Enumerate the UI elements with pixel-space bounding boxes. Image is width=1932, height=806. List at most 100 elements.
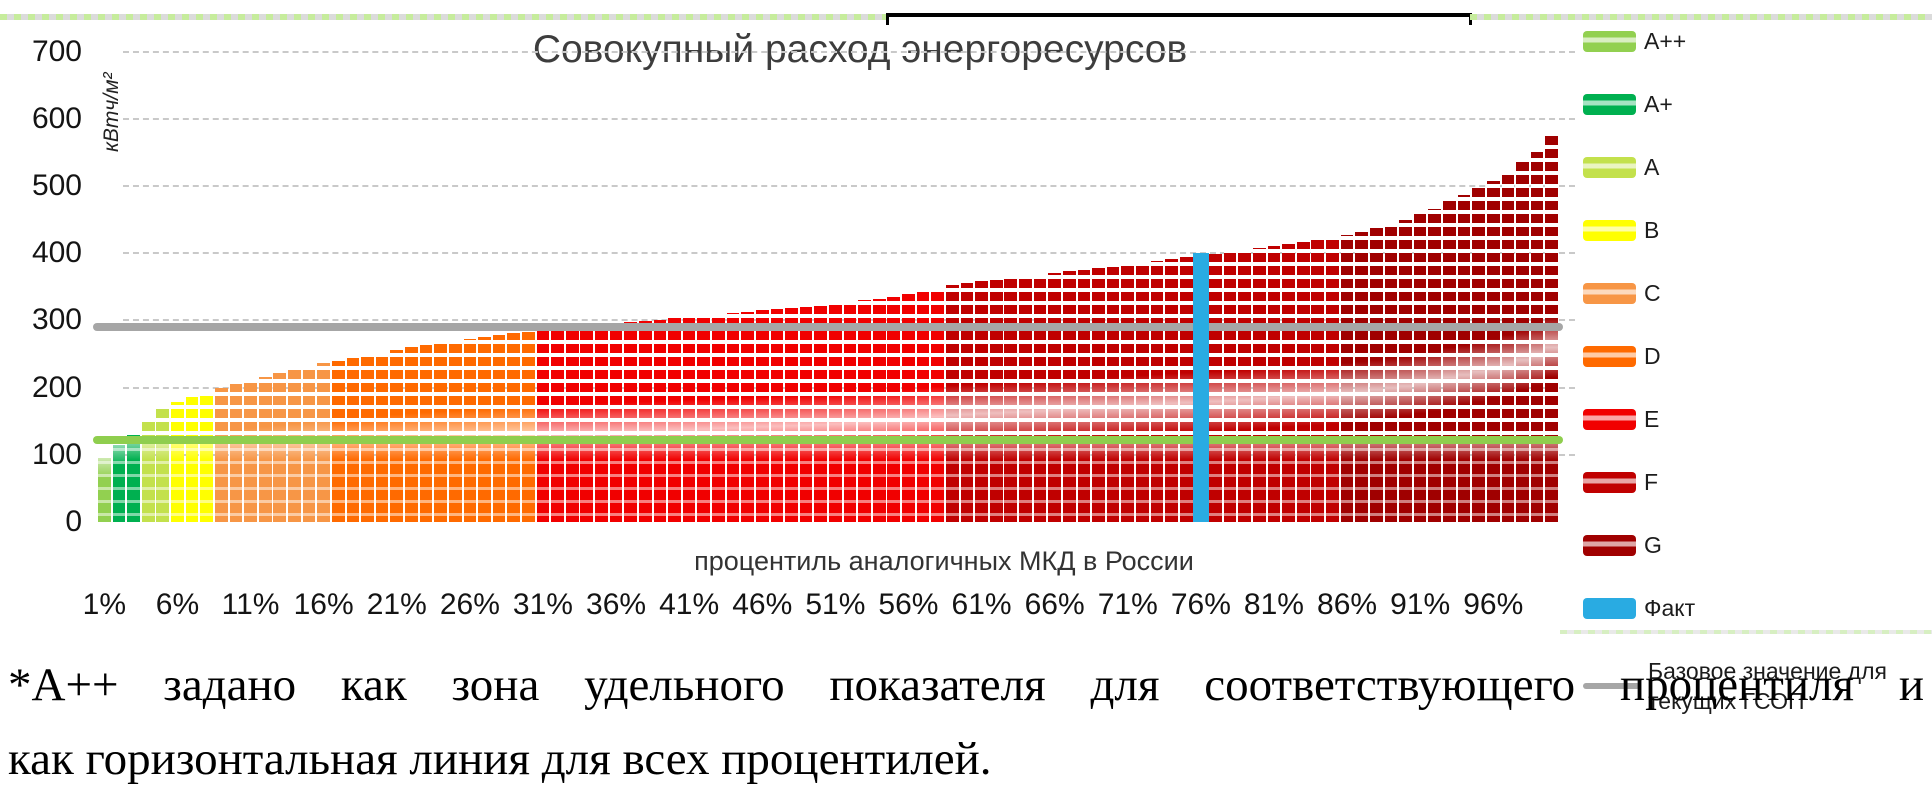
bar: [478, 337, 491, 522]
a-plus-plus-zone: [887, 440, 901, 522]
a-plus-plus-zone: [697, 440, 711, 522]
bar: [1092, 268, 1105, 522]
bar: [551, 328, 564, 522]
a-plus-plus-zone: [1369, 440, 1383, 522]
bar: [785, 308, 798, 522]
a-plus-plus-zone: [419, 440, 433, 522]
bar: [1472, 188, 1485, 522]
y-tick-label: 0: [65, 505, 82, 538]
a-plus-plus-zone: [1062, 440, 1076, 522]
a-plus-plus-zone: [1530, 440, 1544, 522]
bottom-dashed-separator-right: [1560, 630, 1932, 634]
a-plus-plus-zone: [478, 440, 491, 522]
a-plus-plus-zone: [799, 440, 813, 522]
x-tick-label: 1%: [82, 588, 127, 621]
bar: [1062, 271, 1076, 522]
a-plus-plus-zone: [916, 440, 930, 522]
a-plus-plus-zone: [1340, 440, 1354, 522]
plot-area: [93, 0, 1575, 522]
legend-label: A: [1644, 154, 1660, 180]
a-plus-plus-zone: [770, 440, 784, 522]
bar: [814, 306, 828, 522]
a-plus-plus-zone: [1165, 440, 1178, 522]
bar: [229, 384, 243, 522]
x-tick-label: 51%: [805, 588, 866, 621]
bar: [1355, 232, 1368, 522]
x-tick-label: 46%: [732, 588, 793, 621]
a-plus-plus-zone: [755, 440, 769, 522]
bar: [916, 291, 930, 522]
a-plus-plus-zone: [1106, 440, 1120, 522]
a-plus-plus-zone: [741, 440, 754, 522]
x-tick-label: 96%: [1463, 588, 1524, 621]
a-plus-plus-zone: [595, 440, 608, 522]
a-plus-plus-zone: [1472, 440, 1485, 522]
bar: [214, 388, 228, 522]
x-tick-label: 16%: [293, 588, 354, 621]
bar: [1238, 251, 1252, 522]
bar: [580, 326, 594, 522]
bar: [419, 345, 433, 522]
bar: [463, 339, 477, 522]
bar: [755, 310, 769, 522]
bar: [1004, 278, 1018, 522]
bar: [1486, 181, 1500, 522]
a-plus-plus-zone: [858, 440, 871, 522]
bar: [682, 317, 696, 522]
bar: [302, 367, 316, 522]
legend-item-Факт: Факт: [1583, 593, 1928, 623]
bar: [492, 335, 506, 522]
bar: [1150, 261, 1164, 522]
a-plus-plus-zone: [1399, 440, 1412, 522]
bar: [1413, 214, 1427, 522]
bar: [112, 445, 126, 522]
x-tick-label: 31%: [512, 588, 573, 621]
bar: [273, 373, 287, 522]
legend-item-G: G: [1583, 530, 1928, 560]
legend-item-F: F: [1583, 467, 1928, 497]
fact-bar: [1193, 253, 1209, 522]
gridline-700: [123, 50, 1575, 53]
a-plus-plus-zone: [1516, 440, 1529, 522]
legend-label: B: [1644, 217, 1660, 243]
a-plus-plus-zone: [317, 440, 330, 522]
x-tick-label: 6%: [155, 588, 200, 621]
bar: [1443, 201, 1456, 522]
a-plus-plus-zone: [682, 440, 696, 522]
a-plus-plus-zone: [1136, 440, 1149, 522]
a-plus-plus-zone: [1209, 440, 1222, 522]
legend-line-swatch: [1583, 683, 1640, 689]
bar: [1326, 238, 1339, 522]
a-plus-plus-zone: [1121, 440, 1135, 522]
legend-item-Базовое значение для текущих ГСОП: Базовое значение для текущих ГСОП: [1583, 656, 1928, 716]
a-plus-plus-zone: [975, 440, 988, 522]
bar: [536, 330, 550, 522]
a-plus-plus-zone: [1355, 440, 1368, 522]
bar: [1106, 267, 1120, 522]
a-plus-plus-zone: [1413, 440, 1427, 522]
a-plus-plus-zone: [288, 440, 301, 522]
legend-swatch: [1583, 534, 1636, 556]
legend-item-A+: A+: [1583, 89, 1928, 119]
a-plus-plus-zone: [507, 440, 521, 522]
a-plus-plus-zone: [273, 440, 287, 522]
a-plus-plus-zone: [1282, 440, 1295, 522]
a-plus-plus-zone: [390, 440, 404, 522]
a-plus-plus-zone: [902, 440, 915, 522]
legend-label: C: [1644, 280, 1661, 306]
a-plus-plus-zone: [1267, 440, 1281, 522]
a-plus-plus-zone: [405, 440, 418, 522]
x-tick-label: 66%: [1024, 588, 1085, 621]
legend-label: D: [1644, 343, 1661, 369]
bar: [843, 302, 857, 522]
bar: [390, 350, 404, 522]
a-plus-plus-zone: [565, 440, 579, 522]
bar: [521, 332, 535, 522]
bar: [1340, 235, 1354, 522]
x-tick-label: 41%: [659, 588, 720, 621]
y-tick-label: 300: [31, 303, 82, 337]
legend-swatch: [1583, 408, 1636, 430]
legend-swatch: [1583, 93, 1636, 115]
bar: [1428, 209, 1442, 522]
bar: [1077, 270, 1091, 522]
